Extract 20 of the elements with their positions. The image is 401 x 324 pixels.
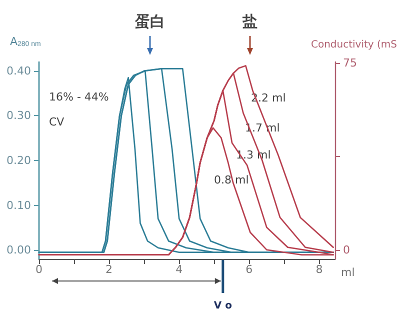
y2-tick-label: 75 xyxy=(343,56,357,70)
y-tick-label: 0.40 xyxy=(6,64,31,78)
y2-axis-title: Conductivity (mS xyxy=(310,40,398,50)
y-tick-label: 0.00 xyxy=(6,244,31,257)
y2-tick-label: 0 xyxy=(343,243,350,256)
annotation: CV xyxy=(49,116,65,128)
x-axis-title: ml xyxy=(341,266,355,279)
x-tick-label: 0 xyxy=(36,263,42,276)
annotation: 0.8 ml xyxy=(214,174,249,186)
y-tick-label: 0.10 xyxy=(6,198,31,212)
text: 蛋白 xyxy=(134,12,165,30)
y-tick-label: 0.20 xyxy=(6,154,31,167)
annotation: 16% - 44% xyxy=(49,90,109,104)
x-tick-label: 8 xyxy=(316,263,323,276)
x-tick-label: 6 xyxy=(246,263,253,276)
x-tick-label: 4 xyxy=(176,263,183,276)
y-tick-label: 0.30 xyxy=(6,109,31,122)
ref-line-label: V o xyxy=(214,300,232,312)
x-tick-label: 2 xyxy=(106,263,113,276)
text: 盐 xyxy=(242,12,258,30)
